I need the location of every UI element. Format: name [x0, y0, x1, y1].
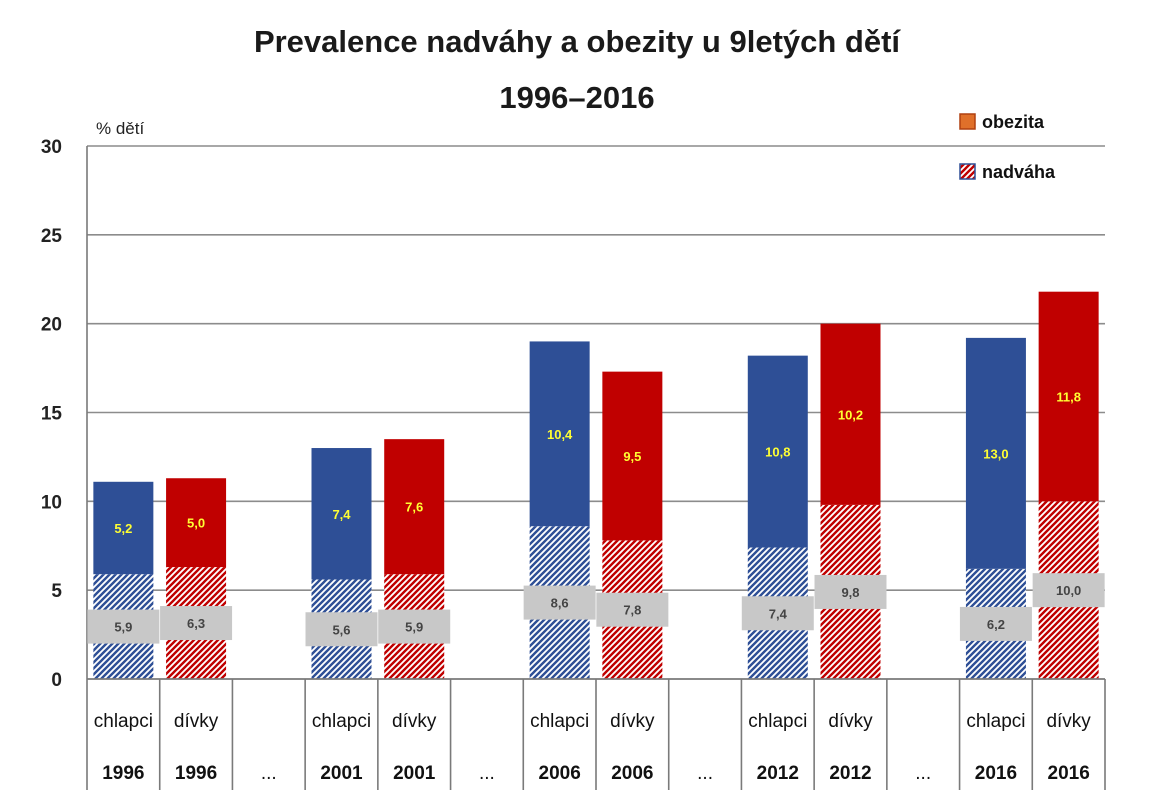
x-category-label: dívky — [174, 711, 219, 732]
legend-entry: nadváha — [982, 162, 1056, 182]
x-year-label: 2001 — [393, 763, 436, 784]
bar-segment-obezita — [747, 355, 808, 548]
x-category-label: dívky — [610, 711, 655, 732]
bar-segment-obezita — [529, 341, 590, 527]
legend-swatch — [959, 113, 976, 130]
x-year-label: 1996 — [102, 763, 144, 784]
data-label-obezita: 5,2 — [114, 521, 132, 536]
data-label-obezita: 10,2 — [838, 407, 863, 422]
bars: 5,9 5,2 6,3 5,0 5,6 7,4 5,9 7,6 8,6 10,4 7,8 9,5 7,4… — [87, 291, 1105, 679]
data-label-obezita: 7,4 — [332, 507, 351, 522]
x-gap-label: ... — [697, 763, 713, 784]
data-label-box — [378, 609, 451, 644]
y-tick-label: 30 — [41, 137, 62, 158]
y-tick-label: 15 — [41, 404, 63, 425]
x-gap-label: ... — [915, 763, 931, 784]
data-label-box — [959, 606, 1032, 641]
x-year-label: 2001 — [320, 763, 363, 784]
data-label-obezita: 10,8 — [765, 445, 790, 460]
x-category-label: chlapci — [966, 711, 1025, 732]
data-label-obezita: 10,4 — [547, 427, 573, 442]
bar-segment-obezita — [1038, 291, 1099, 502]
data-label-box — [87, 609, 160, 644]
x-year-label: 2012 — [829, 763, 871, 784]
data-label-nadvaha: 6,3 — [187, 616, 205, 631]
data-label-nadvaha: 7,8 — [623, 603, 641, 618]
chart-subtitle: 1996–2016 — [499, 80, 655, 115]
chart-title: Prevalence nadváhy a obezity u 9letých d… — [253, 24, 901, 59]
x-category-label: chlapci — [530, 711, 589, 732]
data-label-nadvaha: 7,4 — [769, 606, 788, 621]
y-tick-label: 0 — [51, 670, 62, 691]
data-label-obezita: 5,0 — [187, 516, 205, 531]
data-label-obezita: 9,5 — [623, 449, 641, 464]
legend-swatch — [959, 163, 976, 180]
data-label-nadvaha: 10,0 — [1056, 583, 1081, 598]
data-label-box — [305, 612, 378, 647]
data-label-nadvaha: 5,9 — [405, 620, 423, 635]
data-label-box — [814, 574, 887, 609]
data-label-box — [596, 592, 669, 627]
data-label-nadvaha: 8,6 — [551, 596, 569, 611]
legend: obezita nadváha — [959, 112, 1056, 182]
data-label-box — [160, 606, 233, 641]
y-tick-label: 10 — [41, 492, 62, 513]
x-year-label: 2016 — [975, 763, 1017, 784]
x-category-label: chlapci — [94, 711, 153, 732]
y-tick-label: 20 — [41, 315, 62, 336]
x-category-label: dívky — [1046, 711, 1091, 732]
bar-segment-obezita — [965, 337, 1026, 569]
y-axis: 0 5 10 15 20 25 30 — [41, 137, 88, 691]
y-axis-label: % dětí — [96, 119, 144, 138]
x-axis: chlapci 1996 dívky 1996 ... chlapci 2001 dívky 2… — [86, 678, 1106, 790]
data-label-obezita: 13,0 — [983, 446, 1008, 461]
data-label-box — [1032, 573, 1105, 608]
bar-segment-obezita — [602, 371, 663, 541]
data-label-nadvaha: 9,8 — [841, 585, 859, 600]
x-category-label: dívky — [828, 711, 873, 732]
x-category-label: chlapci — [748, 711, 807, 732]
bar-segment-obezita — [820, 323, 881, 505]
y-tick-label: 5 — [51, 581, 62, 602]
x-year-label: 2012 — [757, 763, 799, 784]
data-label-nadvaha: 5,9 — [114, 620, 132, 635]
x-category-label: dívky — [392, 711, 437, 732]
data-label-box — [523, 585, 596, 620]
x-year-label: 2016 — [1048, 763, 1090, 784]
data-label-nadvaha: 6,2 — [987, 617, 1005, 632]
x-year-label: 2006 — [539, 763, 581, 784]
x-category-label: chlapci — [312, 711, 371, 732]
x-gap-label: ... — [479, 763, 495, 784]
gridlines — [87, 145, 1105, 591]
data-label-nadvaha: 5,6 — [332, 622, 350, 637]
y-tick-label: 25 — [41, 226, 63, 247]
bar-segment-obezita — [93, 481, 154, 575]
bar-segment-obezita — [384, 439, 445, 575]
data-label-obezita: 11,8 — [1056, 390, 1081, 405]
bar-segment-obezita — [311, 448, 372, 580]
x-year-label: 2006 — [611, 763, 653, 784]
data-label-obezita: 7,6 — [405, 500, 423, 515]
x-gap-label: ... — [261, 763, 277, 784]
x-year-label: 1996 — [175, 763, 217, 784]
data-label-box — [741, 596, 814, 631]
bar-segment-obezita — [166, 478, 227, 568]
legend-entry: obezita — [982, 112, 1045, 132]
